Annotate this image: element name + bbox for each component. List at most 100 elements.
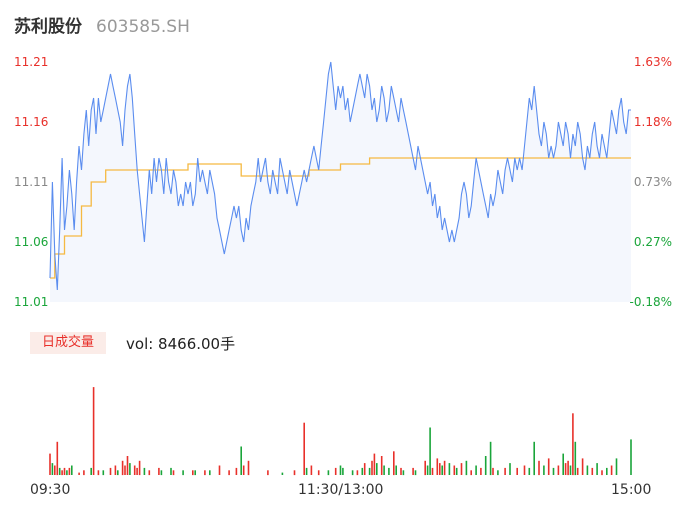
volume-bar: [143, 467, 146, 475]
volume-bar: [172, 470, 175, 476]
price-tick-label: 11.21: [14, 55, 48, 69]
volume-bar: [209, 470, 211, 476]
volume-bar: [124, 465, 126, 475]
volume-bar: [395, 465, 397, 475]
volume-bar: [148, 470, 151, 476]
volume-bar: [393, 451, 395, 476]
volume-bar: [138, 460, 141, 476]
volume-bar: [371, 460, 373, 476]
volume-bar: [68, 467, 71, 475]
volume-bar: [533, 441, 535, 476]
volume-bar: [51, 463, 54, 475]
volume-bar: [470, 470, 472, 476]
volume-bar: [228, 470, 230, 476]
volume-bar: [615, 458, 618, 475]
volume-bar: [567, 460, 569, 476]
volume-bar: [92, 387, 95, 475]
volume-bar: [439, 463, 441, 475]
volume-bar: [363, 463, 366, 475]
volume-bar: [596, 463, 598, 475]
volume-bar: [376, 463, 378, 475]
time-tick-label: 11:30/13:00: [298, 482, 384, 498]
volume-bar: [489, 441, 492, 476]
volume-bar: [424, 460, 426, 476]
pct-tick-label: 1.18%: [634, 115, 672, 129]
volume-badge[interactable]: 日成交量: [30, 332, 107, 354]
volume-bar: [564, 463, 567, 475]
volume-bar: [109, 467, 112, 475]
volume-bar: [557, 465, 560, 475]
volume-bar: [158, 467, 160, 475]
volume-bar: [242, 465, 245, 475]
volume-bar: [327, 470, 330, 476]
volume-bar: [61, 470, 63, 476]
volume-bar: [317, 470, 320, 476]
volume-bar: [443, 460, 446, 476]
pct-tick-label: 0.73%: [634, 175, 672, 189]
volume-bar: [448, 463, 451, 475]
volume-bar: [547, 458, 550, 475]
volume-bar: [281, 472, 284, 475]
average-price-line: [50, 157, 631, 279]
volume-bar: [373, 453, 376, 475]
volume-bar: [606, 467, 608, 475]
volume-bar: [182, 470, 184, 476]
time-tick-label: 15:00: [611, 482, 652, 498]
volume-bar: [66, 470, 68, 476]
volume-bar: [576, 467, 579, 475]
volume-bar: [569, 465, 572, 475]
volume-bar: [71, 465, 73, 475]
volume-chart: [49, 387, 632, 476]
pct-tick-label: 0.27%: [634, 235, 672, 249]
volume-bar: [90, 467, 92, 475]
volume-bar: [562, 453, 564, 475]
volume-bar: [339, 465, 342, 475]
volume-bar: [368, 467, 371, 475]
volume-bar: [516, 467, 518, 475]
stock-name: 苏利股份: [14, 17, 82, 37]
volume-bar: [426, 465, 429, 475]
volume-bar: [431, 467, 434, 475]
volume-bar: [552, 467, 555, 475]
volume-bar: [58, 467, 61, 475]
volume-bar: [102, 470, 105, 476]
volume-bar: [310, 465, 313, 475]
volume-bar: [581, 458, 584, 475]
volume-bar: [204, 470, 206, 476]
volume-bar: [78, 472, 80, 475]
volume-bar: [591, 467, 594, 475]
volume-bar: [351, 470, 354, 476]
volume-bar: [402, 470, 405, 476]
volume-bar: [429, 427, 431, 475]
volume-bar: [97, 470, 100, 476]
volume-bar: [356, 470, 359, 476]
volume-bar: [455, 467, 458, 475]
stock-code: 603585.SH: [96, 17, 190, 37]
price-area-fill: [50, 62, 631, 302]
volume-bar: [380, 456, 383, 475]
volume-bar: [441, 465, 443, 475]
volume-bar: [586, 465, 589, 475]
volume-bar: [400, 467, 402, 475]
volume-bar: [460, 463, 463, 475]
volume-bar: [267, 470, 269, 476]
volume-bar: [414, 470, 417, 476]
volume-bar: [56, 441, 59, 476]
volume-bar: [303, 422, 305, 475]
volume-bar: [361, 467, 364, 475]
volume-bar: [247, 460, 250, 476]
price-tick-label: 11.16: [14, 115, 48, 129]
volume-bar: [305, 467, 308, 475]
volume-bar: [480, 467, 482, 475]
volume-bar: [170, 467, 172, 475]
volume-bar: [117, 470, 119, 476]
volume-header: 日成交量 vol: 8466.00手: [30, 332, 235, 354]
volume-bar: [63, 467, 66, 475]
volume-bar: [126, 456, 129, 475]
volume-bar: [136, 467, 138, 475]
time-tick-label: 09:30: [30, 482, 71, 498]
volume-bar: [453, 465, 456, 475]
volume-bar: [504, 467, 506, 475]
volume-bar: [54, 465, 56, 475]
price-line: [49, 61, 631, 291]
